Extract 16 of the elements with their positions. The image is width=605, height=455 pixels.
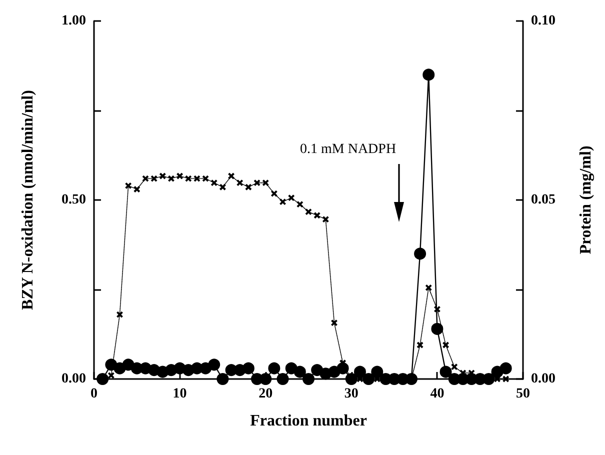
x-tick-label: 40	[430, 386, 444, 402]
x-axis-title: Fraction number	[250, 412, 367, 430]
y2-tick-label: 0.00	[531, 372, 556, 386]
x-tick-label: 30	[344, 386, 358, 402]
y2-axis-title: Protein (mg/ml)	[578, 146, 594, 254]
y-tick-label: 1.00	[62, 14, 86, 28]
x-tick-label: 0	[90, 386, 98, 402]
annotation: 0.1 mM NADPH	[300, 142, 396, 158]
x-tick-label: 20	[258, 386, 273, 402]
y2-tick-label: 0.10	[531, 14, 556, 28]
y-axis-title: BZY N-oxidation (nmol/min/ml)	[20, 90, 36, 310]
x-tick-label: 50	[516, 386, 530, 402]
y-tick-label: 0.00	[62, 372, 86, 386]
y2-tick-label: 0.05	[531, 192, 556, 208]
x-tick-label: 10	[172, 386, 187, 402]
y-tick-label: 0.50	[62, 192, 86, 208]
